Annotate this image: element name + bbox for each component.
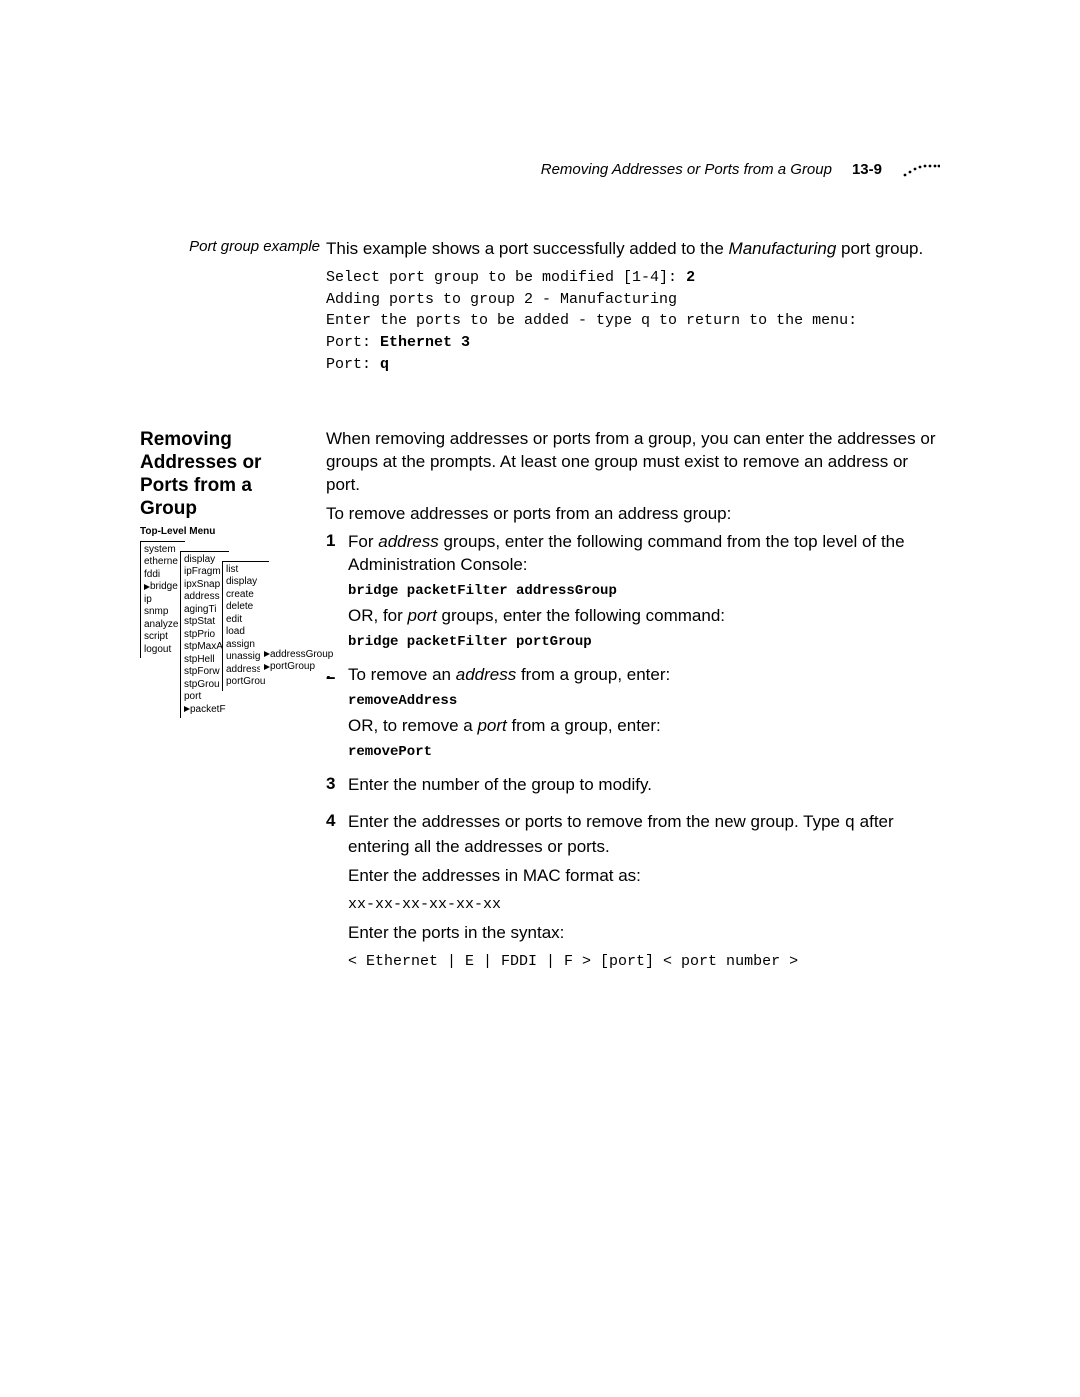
page: Removing Addresses or Ports from a Group… [0,0,1080,1397]
top-level-menu: Top-Level Menu systemethernefddibridgeip… [140,526,314,711]
header-dots-icon [902,160,940,178]
cmd-remove-address: removeAddress [348,693,940,709]
step-1: 1 For address groups, enter the followin… [326,531,940,656]
menu-item: logout [144,644,182,657]
cmd-remove-port: removePort [348,744,940,760]
menu-title: Top-Level Menu [140,526,314,539]
menu-item: packetF [184,704,226,717]
mac-format: xx-xx-xx-xx-xx-xx [348,894,940,916]
menu-item: agingTi [184,604,226,617]
step-3: 3 Enter the number of the group to modif… [326,774,940,803]
menu-item: display [226,576,266,589]
menu-col-4: addressGroupportGroup [260,647,336,676]
cmd-port-group: bridge packetFilter portGroup [348,634,940,650]
example-terminal: Select port group to be modified [1-4]: … [326,267,940,376]
steps-list: 1 For address groups, enter the followin… [326,531,940,978]
menu-item: stpStat [184,616,226,629]
menu-item: script [144,631,182,644]
menu-item: create [226,589,266,602]
running-header: Removing Addresses or Ports from a Group… [140,160,940,178]
example-block: Port group example This example shows a … [140,238,940,382]
menu-item: port [184,691,226,704]
example-intro: This example shows a port successfully a… [326,238,940,261]
menu-item: addressGroup [264,649,333,662]
cmd-address-group: bridge packetFilter addressGroup [348,583,940,599]
menu-item: ipxSnap [184,579,226,592]
menu-item: stpForw [184,666,226,679]
menu-item: analyze [144,619,182,632]
step-4: 4 Enter the addresses or ports to remove… [326,811,940,978]
menu-item: ipFragm [184,566,226,579]
section-heading: Removing Addresses or Ports from a Group [140,428,314,521]
menu-item: portGrou [226,676,266,689]
menu-item: stpPrio [184,629,226,642]
menu-col-1: systemethernefddibridgeipsnmpanalyzescri… [140,541,185,659]
step-2: 2 To remove an address from a group, ent… [326,664,940,766]
menu-item: edit [226,614,266,627]
menu-item: display [184,554,226,567]
menu-item: ip [144,594,182,607]
header-page-number: 13-9 [852,161,882,178]
menu-item: stpGrou [184,679,226,692]
section-p1: When removing addresses or ports from a … [326,428,940,497]
menu-item: delete [226,601,266,614]
menu-item: fddi [144,569,182,582]
menu-item: bridge [144,581,182,594]
port-syntax: < Ethernet | E | FDDI | F > [port] < por… [348,951,940,973]
menu-item: address [184,591,226,604]
menu-item: portGroup [264,661,333,674]
header-title: Removing Addresses or Ports from a Group [541,161,832,178]
menu-item: system [144,544,182,557]
menu-item: stpMaxA [184,641,226,654]
menu-item: etherne [144,556,182,569]
menu-item: snmp [144,606,182,619]
example-side-label: Port group example [140,238,326,255]
section-p2: To remove addresses or ports from an add… [326,503,940,526]
menu-item: stpHell [184,654,226,667]
menu-item: list [226,564,266,577]
section-removing: Removing Addresses or Ports from a Group… [140,428,940,987]
menu-item: load [226,626,266,639]
